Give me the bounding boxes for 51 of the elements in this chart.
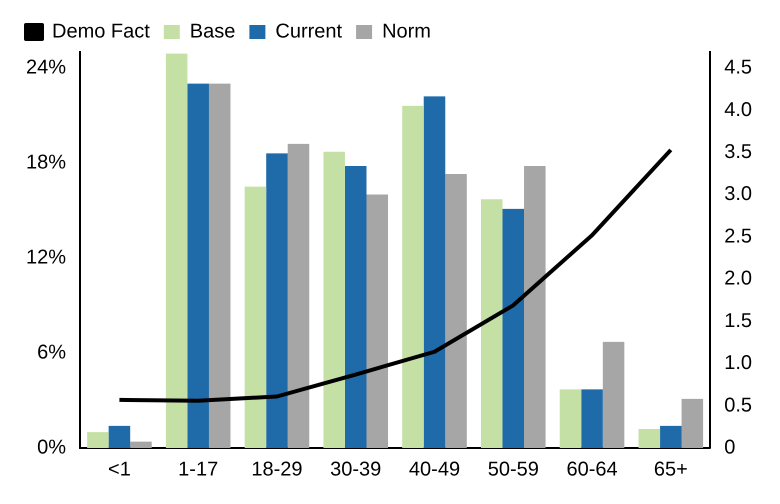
y2-tick-label: 1.0 bbox=[724, 352, 752, 374]
y2-tick-label: 0 bbox=[724, 436, 736, 459]
bar bbox=[502, 208, 524, 448]
bar bbox=[344, 166, 366, 448]
x-tick-label: 30-39 bbox=[330, 458, 382, 481]
bar bbox=[108, 426, 130, 448]
bar bbox=[560, 389, 582, 448]
bar bbox=[638, 428, 660, 448]
bar bbox=[187, 84, 209, 448]
y2-tick-label: 1.5 bbox=[724, 310, 752, 332]
x-tick-label: 50-59 bbox=[488, 458, 539, 481]
y2-tick-label: 3.0 bbox=[724, 183, 752, 206]
y2-tick-label: 2.0 bbox=[724, 268, 752, 290]
x-tick-label: 1-17 bbox=[178, 458, 218, 481]
bar bbox=[660, 426, 682, 448]
bar bbox=[323, 152, 345, 448]
legend-label: Base bbox=[190, 20, 236, 43]
bar bbox=[424, 96, 446, 448]
legend-label: Norm bbox=[382, 20, 431, 43]
bar bbox=[244, 186, 266, 448]
x-tick-label: 18-29 bbox=[251, 458, 303, 481]
x-tick-label: 60-64 bbox=[566, 458, 618, 481]
y2-tick-label: 2.5 bbox=[724, 225, 752, 248]
legend-label: Current bbox=[275, 20, 343, 43]
bar bbox=[366, 194, 388, 448]
y2-tick-label: 3.5 bbox=[724, 140, 752, 163]
bar bbox=[266, 153, 288, 448]
y2-tick-label: 0.5 bbox=[724, 394, 752, 416]
x-tick-label: 40-49 bbox=[408, 458, 460, 481]
x-tick-label: 65+ bbox=[654, 458, 688, 481]
y-tick-label: 6% bbox=[37, 341, 66, 364]
bar bbox=[288, 144, 310, 448]
y2-tick-label: 4.0 bbox=[724, 98, 752, 121]
y-tick-label: 18% bbox=[26, 151, 66, 174]
bar bbox=[402, 106, 424, 448]
bar bbox=[166, 54, 188, 448]
x-tick-label: <1 bbox=[108, 458, 131, 481]
bar bbox=[445, 174, 467, 448]
legend-label: Demo Fact bbox=[52, 20, 150, 43]
bar bbox=[682, 398, 704, 448]
bar bbox=[581, 389, 603, 448]
bar bbox=[87, 432, 109, 448]
y-tick-label: 12% bbox=[26, 246, 66, 268]
bar bbox=[208, 84, 230, 448]
y2-tick-label: 4.5 bbox=[724, 56, 752, 79]
bar bbox=[524, 166, 546, 448]
bar bbox=[480, 199, 503, 448]
bar bbox=[602, 342, 624, 448]
bar bbox=[130, 442, 152, 448]
y-tick-label: 0% bbox=[37, 436, 66, 459]
y-tick-label: 24% bbox=[26, 56, 66, 78]
